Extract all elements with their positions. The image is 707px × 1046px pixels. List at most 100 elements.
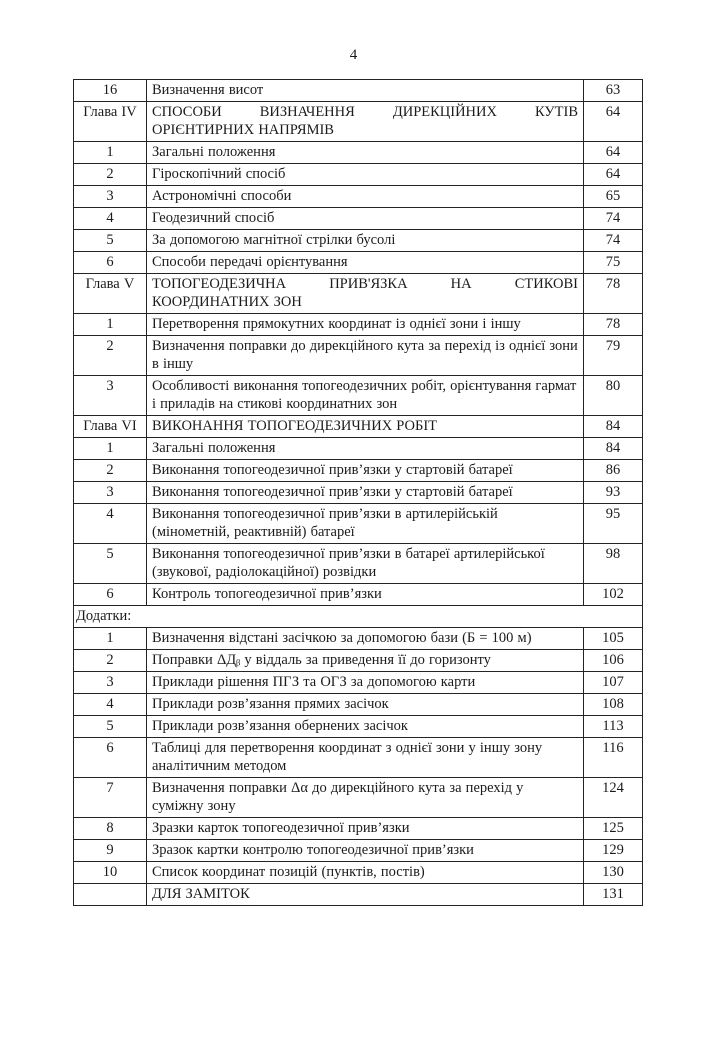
toc-row: 7 Визначення поправки Δα до дирекційного … [73,777,643,818]
entry-number-cell: 5 [73,543,147,584]
entry-number-cell: 1 [73,313,147,336]
entry-title-cell: Поправки ΔДᵦ у віддаль за приведення її … [146,649,584,672]
toc-row: 16 Визначення висот 63 [73,79,643,102]
entry-title-cell: ДЛЯ ЗАМІТОК [146,883,584,906]
entry-page-cell: 95 [583,503,643,544]
table-of-contents: 16 Визначення висот 63 Глава IV СПОСОБИ ВИЗН… [73,79,643,906]
entry-title-cell: Визначення висот [146,79,584,102]
entry-title-cell: ВИКОНАННЯ ТОПОГЕОДЕЗИЧНИХ РОБІТ [146,415,584,438]
entry-number-cell [73,883,147,906]
entry-number-cell: 2 [73,163,147,186]
entry-page-cell: 93 [583,481,643,504]
entry-title-cell: Визначення поправки Δα до дирекційного к… [146,777,584,818]
entry-page-cell: 64 [583,141,643,164]
entry-number-cell: 2 [73,459,147,482]
entry-title-cell: Зразки карток топогеодезичної прив’язки [146,817,584,840]
entry-number-cell: 3 [73,375,147,416]
entry-page-cell: 64 [583,163,643,186]
entry-page-cell: 116 [583,737,643,778]
entry-page-cell: 129 [583,839,643,862]
entry-page-cell: 75 [583,251,643,274]
toc-row: 3 Виконання топогеодезичної прив’язки у с… [73,481,643,504]
entry-number-cell: Глава VI [73,415,147,438]
entry-title-cell: Перетворення прямокутних координат із од… [146,313,584,336]
entry-page-cell: 74 [583,229,643,252]
entry-page-cell: 105 [583,627,643,650]
entry-number-cell: Глава IV [73,101,147,142]
toc-row: 5 Виконання топогеодезичної прив’язки в б… [73,543,643,584]
entry-title-cell: Список координат позицій (пунктів, пості… [146,861,584,884]
chapter-title-line: ВИКОНАННЯ ТОПОГЕОДЕЗИЧНИХ РОБІТ [152,418,438,434]
entry-page-cell: 113 [583,715,643,738]
entry-page-cell: 86 [583,459,643,482]
entry-page-cell: 125 [583,817,643,840]
chapter-title-line: ТОПОГЕОДЕЗИЧНА ПРИВ'ЯЗКА НА СТИКОВІ [152,276,578,292]
entry-page-cell: 78 [583,313,643,336]
entry-title-cell: Зразок картки контролю топогеодезичної п… [146,839,584,862]
toc-row: 4 Виконання топогеодезичної прив’язки в а… [73,503,643,544]
entry-title-cell: Астрономічні способи [146,185,584,208]
toc-row: 5 За допомогою магнітної стрілки бусолі 74 [73,229,643,252]
entry-title-cell: Загальні положення [146,437,584,460]
entry-page-cell: 65 [583,185,643,208]
toc-row: 8 Зразки карток топогеодезичної прив’язки… [73,817,643,840]
entry-page-cell: 131 [583,883,643,906]
entry-number-cell: 9 [73,839,147,862]
entry-title-cell: Виконання топогеодезичної прив’язки в ар… [146,503,584,544]
entry-page-cell: 74 [583,207,643,230]
entry-title-cell: Приклади розв’язання обернених засічок [146,715,584,738]
section-label: Додатки: [73,605,643,628]
toc-row: 9 Зразок картки контролю топогеодезичної … [73,839,643,862]
entry-page-cell: 107 [583,671,643,694]
entry-page-cell: 84 [583,437,643,460]
toc-row: 10 Список координат позицій (пунктів, пос… [73,861,643,884]
entry-number-cell: Глава V [73,273,147,314]
entry-page-cell: 108 [583,693,643,716]
entry-title-cell: Приклади розв’язання прямих засічок [146,693,584,716]
chapter-title-line: КООРДИНАТНИХ ЗОН [152,294,302,310]
entry-page-cell: 106 [583,649,643,672]
toc-row: 1 Загальні положення 84 [73,437,643,460]
entry-number-cell: 3 [73,481,147,504]
entry-title-cell: Визначення відстані засічкою за допомого… [146,627,584,650]
toc-row: 4 Приклади розв’язання прямих засічок 108 [73,693,643,716]
chapter-row: Глава IV СПОСОБИ ВИЗНАЧЕННЯ ДИРЕКЦІЙНИХ К… [73,101,643,142]
toc-row: 2 Гіроскопічний спосіб 64 [73,163,643,186]
entry-page-cell: 64 [583,101,643,142]
entry-title-cell: Виконання топогеодезичної прив’язки у ст… [146,459,584,482]
toc-row: 2 Визначення поправки до дирекційного кут… [73,335,643,376]
entry-number-cell: 10 [73,861,147,884]
toc-row: 4 Геодезичний спосіб 74 [73,207,643,230]
entry-title-cell: Контроль топогеодезичної прив’язки [146,583,584,606]
entry-title-cell: Виконання топогеодезичної прив’язки в ба… [146,543,584,584]
entry-number-cell: 2 [73,649,147,672]
entry-number-cell: 1 [73,627,147,650]
entry-title-cell: За допомогою магнітної стрілки бусолі [146,229,584,252]
entry-number-cell: 3 [73,185,147,208]
toc-row: 6 Способи передачі орієнтування 75 [73,251,643,274]
toc-row: ДЛЯ ЗАМІТОК 131 [73,883,643,906]
entry-number-cell: 4 [73,207,147,230]
toc-row: 1 Перетворення прямокутних координат із о… [73,313,643,336]
toc-row: 6 Контроль топогеодезичної прив’язки 102 [73,583,643,606]
entry-number-cell: 1 [73,437,147,460]
toc-row: 6 Таблиці для перетворення координат з од… [73,737,643,778]
chapter-row: Глава V ТОПОГЕОДЕЗИЧНА ПРИВ'ЯЗКА НА СТИКО… [73,273,643,314]
entry-number-cell: 8 [73,817,147,840]
entry-title-cell: Виконання топогеодезичної прив’язки у ст… [146,481,584,504]
entry-number-cell: 5 [73,229,147,252]
entry-number-cell: 16 [73,79,147,102]
page-number: 4 [349,47,358,63]
chapter-row: Глава VI ВИКОНАННЯ ТОПОГЕОДЕЗИЧНИХ РОБІТ 8… [73,415,643,438]
entry-number-cell: 5 [73,715,147,738]
entry-title-cell: Визначення поправки до дирекційного кута… [146,335,584,376]
toc-row: 2 Виконання топогеодезичної прив’язки у с… [73,459,643,482]
entry-number-cell: 7 [73,777,147,818]
entry-page-cell: 102 [583,583,643,606]
entry-page-cell: 63 [583,79,643,102]
entry-number-cell: 6 [73,583,147,606]
entry-title-cell: Особливості виконання топогеодезичних ро… [146,375,584,416]
toc-row: 2 Поправки ΔДᵦ у віддаль за приведення її… [73,649,643,672]
entry-page-cell: 84 [583,415,643,438]
entry-page-cell: 78 [583,273,643,314]
